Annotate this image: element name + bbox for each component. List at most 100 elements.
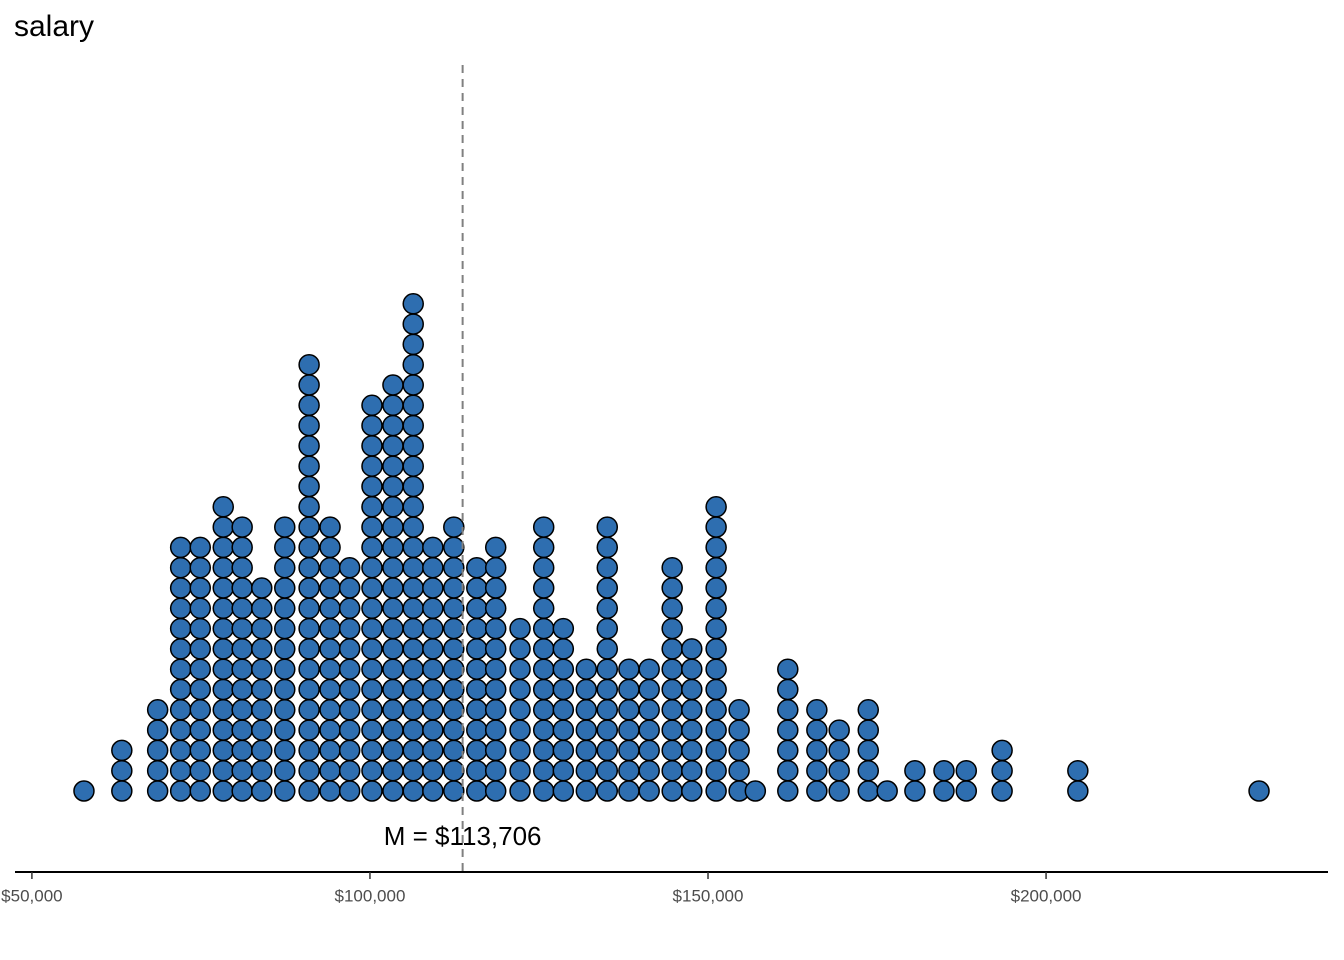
dot (552, 739, 575, 762)
dot (338, 658, 361, 680)
dot (661, 699, 683, 721)
dot (298, 353, 320, 376)
dot (231, 617, 253, 640)
dot (705, 617, 727, 640)
dot (231, 597, 253, 620)
dot (189, 658, 212, 680)
dot (319, 577, 341, 599)
dot (705, 780, 727, 802)
dot (705, 496, 727, 518)
dot (618, 780, 640, 802)
dot (443, 759, 465, 782)
dot (382, 699, 404, 721)
dot (338, 617, 361, 640)
dot (382, 678, 404, 701)
dot (361, 739, 383, 762)
dot (212, 516, 234, 538)
dot (443, 617, 465, 640)
dot (298, 577, 320, 599)
dot (382, 536, 404, 559)
dot (251, 638, 273, 660)
dot (443, 699, 465, 721)
dot (681, 719, 703, 741)
dot (661, 577, 683, 599)
x-tick-label: $50,000 (1, 886, 62, 905)
dot (146, 780, 169, 802)
dot (955, 780, 978, 802)
dot (661, 678, 683, 701)
dot (422, 638, 444, 660)
dot (251, 658, 273, 680)
dot (189, 759, 212, 782)
dot (231, 699, 253, 721)
dot (443, 556, 465, 579)
dot (169, 739, 192, 762)
dot (661, 597, 683, 620)
dot (466, 597, 488, 620)
dot (212, 780, 234, 802)
dot (251, 699, 273, 721)
dot (361, 780, 383, 802)
dot (618, 739, 640, 762)
dot (274, 658, 296, 680)
dot (169, 780, 192, 802)
dot (402, 374, 424, 396)
dot (338, 759, 361, 782)
dot (638, 678, 660, 701)
dot (251, 597, 273, 620)
dot (532, 759, 555, 782)
dot (705, 658, 727, 680)
dot (728, 699, 750, 721)
dot (596, 699, 619, 721)
dot (728, 739, 750, 762)
dot (338, 739, 361, 762)
dot (777, 699, 799, 721)
dot (596, 678, 619, 701)
dot (661, 556, 683, 579)
dot (532, 658, 555, 680)
dot (991, 759, 1013, 782)
dot (382, 455, 404, 477)
dot (298, 739, 320, 762)
dot (212, 577, 234, 599)
dot (596, 658, 619, 680)
dot (661, 759, 683, 782)
dot (596, 780, 619, 802)
dot (705, 597, 727, 620)
dot (681, 739, 703, 762)
dot (73, 780, 95, 802)
dot (484, 617, 507, 640)
dot (189, 536, 212, 559)
dot (509, 780, 531, 802)
dot (681, 658, 703, 680)
dot (382, 780, 404, 802)
dot (509, 638, 531, 660)
dot (382, 739, 404, 762)
dot (382, 374, 404, 396)
dot (661, 617, 683, 640)
dot (231, 556, 253, 579)
dot (422, 617, 444, 640)
dot (857, 780, 879, 802)
dot (422, 719, 444, 741)
dot (552, 638, 575, 660)
dot (361, 597, 383, 620)
dot (955, 759, 978, 782)
dot (382, 516, 404, 538)
dot (169, 536, 192, 559)
dot (298, 597, 320, 620)
dot (231, 658, 253, 680)
dot (728, 719, 750, 741)
dot (532, 516, 555, 538)
dot (509, 678, 531, 701)
dot (705, 678, 727, 701)
dot (777, 759, 799, 782)
dot (466, 617, 488, 640)
dot (361, 414, 383, 437)
dot (319, 556, 341, 579)
dot (466, 719, 488, 741)
mean-label: M = $113,706 (384, 821, 542, 851)
dot (596, 516, 619, 538)
dot (806, 739, 828, 762)
dot (338, 597, 361, 620)
